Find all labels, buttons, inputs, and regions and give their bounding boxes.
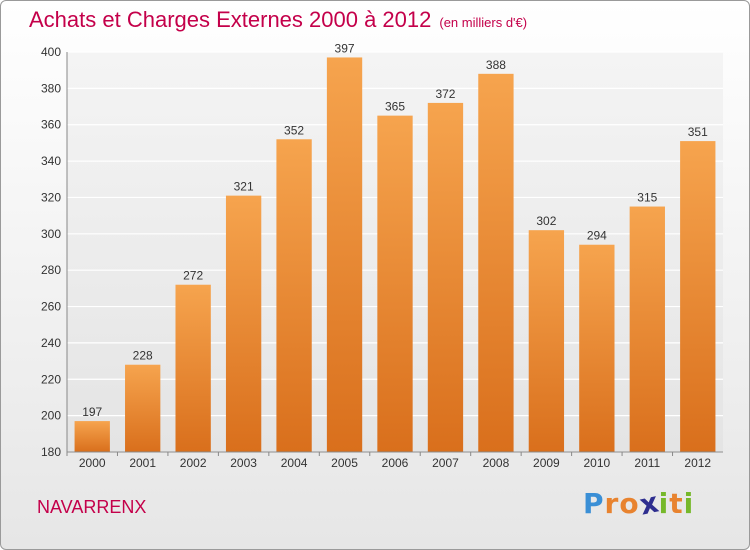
logo-letter: r xyxy=(604,487,620,520)
data-label-2010: 294 xyxy=(587,229,607,243)
logo-letter: i xyxy=(658,487,670,520)
x-tick-label: 2004 xyxy=(281,456,308,470)
data-label-2000: 197 xyxy=(82,405,102,419)
y-tick-label: 280 xyxy=(41,263,61,277)
x-tick-label: 2002 xyxy=(180,456,207,470)
bar-2010 xyxy=(579,244,615,452)
logo-letter: t xyxy=(669,487,684,520)
bar-2011 xyxy=(629,206,665,452)
x-tick-label: 2008 xyxy=(483,456,510,470)
y-tick-label: 220 xyxy=(41,372,61,386)
y-tick-label: 240 xyxy=(41,336,61,350)
x-tick-label: 2001 xyxy=(129,456,156,470)
x-tick-label: 2007 xyxy=(432,456,459,470)
bar-2008 xyxy=(478,73,514,453)
x-tick-label: 2011 xyxy=(634,456,660,470)
data-label-2005: 397 xyxy=(335,41,355,55)
x-tick-label: 2005 xyxy=(331,456,358,470)
data-label-2007: 372 xyxy=(435,87,455,101)
y-tick-label: 200 xyxy=(41,409,61,423)
y-tick-label: 340 xyxy=(41,154,61,168)
x-tick-label: 2010 xyxy=(583,456,610,470)
x-tick-label: 2009 xyxy=(533,456,560,470)
bar-2005 xyxy=(326,57,363,453)
x-tick-label: 2012 xyxy=(684,456,711,470)
y-tick-label: 400 xyxy=(41,45,61,59)
bar-2007 xyxy=(427,102,464,452)
data-label-2011: 315 xyxy=(637,191,657,205)
bar-2000 xyxy=(74,421,110,452)
y-tick-label: 300 xyxy=(41,227,61,241)
y-tick-label: 380 xyxy=(41,81,61,95)
bar-2006 xyxy=(377,115,413,453)
data-label-2003: 321 xyxy=(234,180,254,194)
bar-2002 xyxy=(175,284,211,452)
data-label-2008: 388 xyxy=(486,58,506,72)
y-tick-label: 180 xyxy=(41,445,61,459)
chart-subtitle: (en milliers d'€) xyxy=(439,15,528,30)
bar-2009 xyxy=(528,230,565,452)
bar-2012 xyxy=(680,141,716,452)
data-label-2002: 272 xyxy=(183,269,203,283)
location-label: NAVARRENX xyxy=(37,497,147,517)
data-label-2006: 365 xyxy=(385,100,405,114)
data-label-2009: 302 xyxy=(536,214,556,228)
logo-letter: P xyxy=(583,487,605,520)
bar-2001 xyxy=(125,364,161,452)
x-tick-label: 2000 xyxy=(79,456,106,470)
x-tick-label: 2006 xyxy=(382,456,409,470)
bar-2003 xyxy=(225,195,262,453)
y-tick-label: 360 xyxy=(41,118,61,132)
x-tick-label: 2003 xyxy=(230,456,257,470)
proxiti-logo: Proxiti xyxy=(583,485,695,521)
bar-2004 xyxy=(276,139,312,453)
y-tick-label: 320 xyxy=(41,190,61,204)
y-tick-label: 260 xyxy=(41,300,61,314)
logo-letter: o xyxy=(619,487,640,520)
logo-letter: i xyxy=(683,487,695,520)
chart-title-block: Achats et Charges Externes 2000 à 2012 (e… xyxy=(29,7,527,33)
data-label-2001: 228 xyxy=(133,349,153,363)
data-label-2012: 351 xyxy=(688,125,708,139)
chart-title: Achats et Charges Externes 2000 à 2012 xyxy=(29,7,432,32)
data-label-2004: 352 xyxy=(284,123,304,137)
